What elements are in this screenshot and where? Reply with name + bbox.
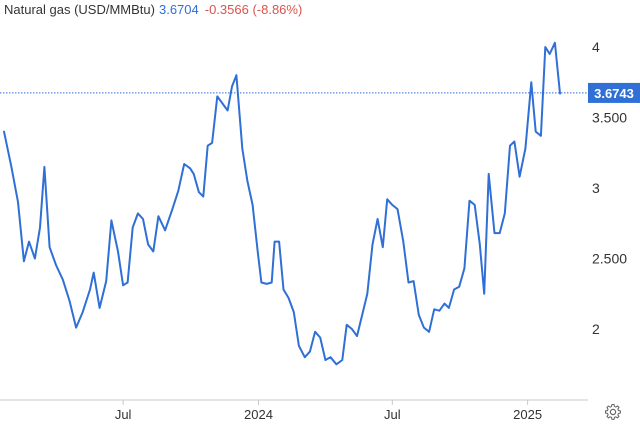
y-tick-label: 3 bbox=[592, 180, 600, 196]
price-change: -0.3566 (-8.86%) bbox=[204, 2, 303, 17]
y-tick-label: 2.500 bbox=[592, 251, 627, 267]
current-price-label: 3.6743 bbox=[588, 82, 640, 103]
chart-title-bar: Natural gas (USD/MMBtu) 3.6704 -0.3566 (-8… bbox=[4, 2, 302, 17]
x-tick-label: 2024 bbox=[244, 407, 273, 422]
current-price-label-bg bbox=[588, 82, 640, 103]
x-axis: Jul 2024 Jul 2025 bbox=[115, 400, 542, 422]
x-tick-label: Jul bbox=[384, 407, 401, 422]
x-tick-label: Jul bbox=[115, 407, 132, 422]
current-price: 3.6704 bbox=[158, 2, 199, 17]
x-tick-label: 2025 bbox=[513, 407, 542, 422]
series-line bbox=[3, 41, 561, 366]
current-price-label-text: 3.6743 bbox=[594, 86, 634, 101]
series-points bbox=[3, 42, 561, 365]
y-tick-label: 3.500 bbox=[592, 110, 627, 126]
y-tick-label: 2 bbox=[592, 321, 600, 337]
y-tick-label: 4 bbox=[592, 39, 600, 55]
gear-icon[interactable] bbox=[604, 403, 622, 421]
y-axis: 4 3.500 3 2.500 2 bbox=[592, 39, 627, 337]
instrument-name: Natural gas (USD/MMBtu) bbox=[4, 2, 155, 17]
